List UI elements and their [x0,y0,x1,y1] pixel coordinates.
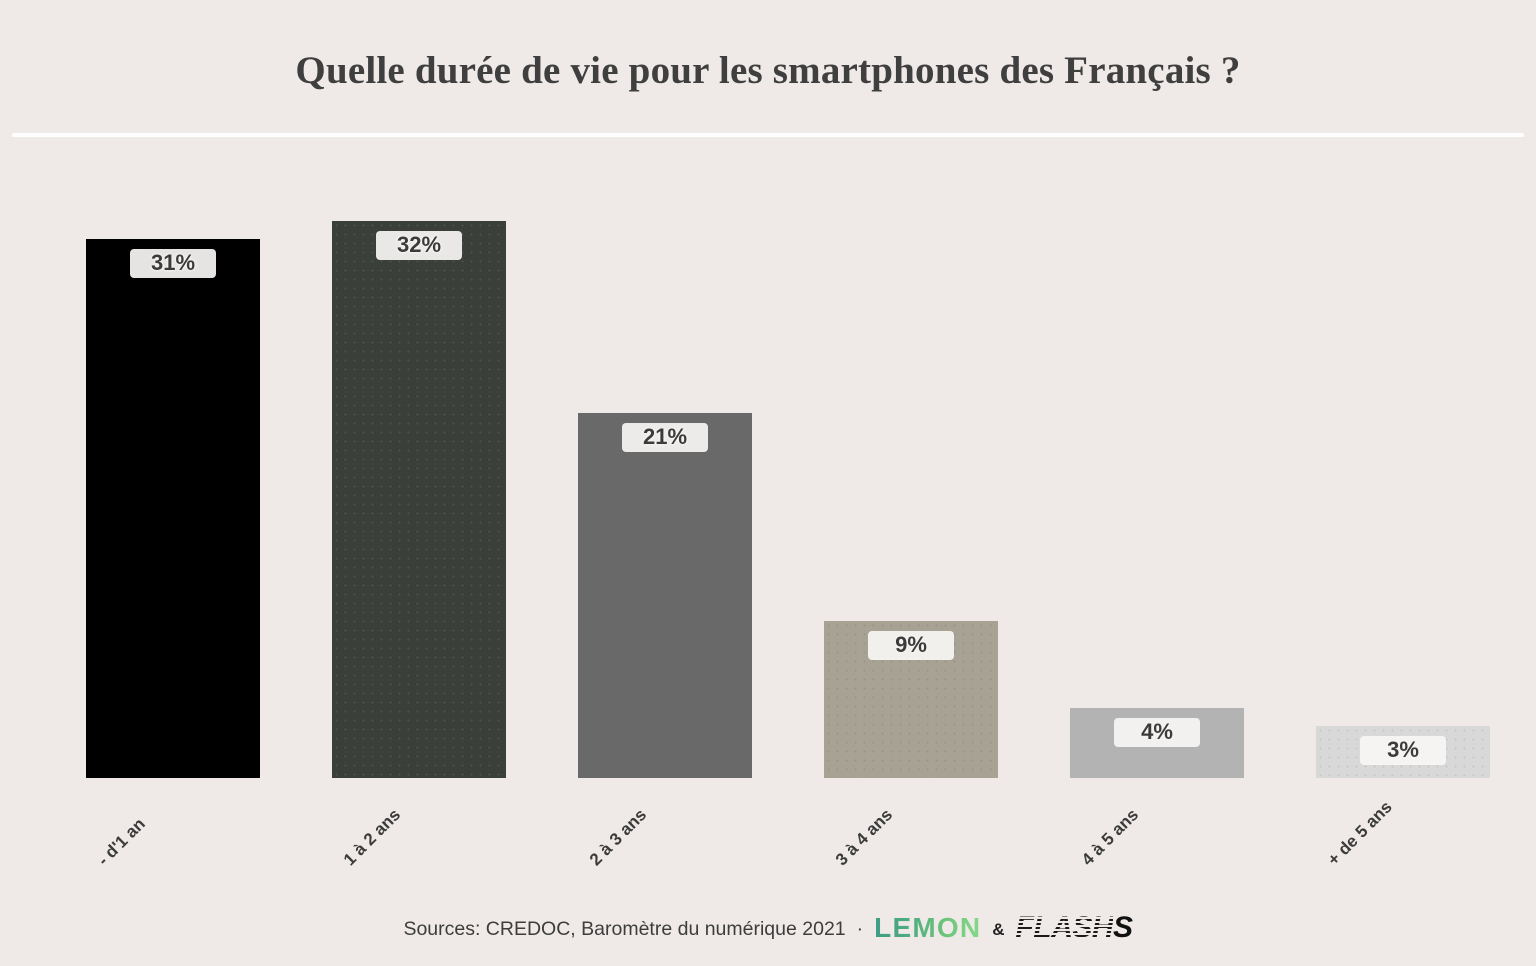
footer: Sources: CREDOC, Baromètre du numérique … [0,911,1536,944]
footer-separator: · [856,917,864,940]
bar-value-label-6: 3% [1360,736,1446,765]
page-title: Quelle durée de vie pour les smartphones… [295,49,1241,92]
flashs-logo-striped-part: FLASH [1015,911,1114,944]
sources-text: Sources: CREDOC, Baromètre du numérique … [403,917,846,940]
bar-value-label-4: 9% [868,631,954,660]
flashs-logo: FLASHS [1015,911,1134,944]
bar-3 [578,413,752,778]
bar-2 [332,221,506,778]
ampersand-label: & [992,920,1005,939]
flashs-logo-solid-part: S [1113,911,1133,944]
category-label-5: 4 à 5 ans [1077,805,1143,870]
bar-1 [86,239,260,778]
bar-value-label-5: 4% [1114,718,1200,747]
bar-value-label-1: 31% [130,249,216,278]
category-label-3: 2 à 3 ans [585,805,651,870]
bar-value-label-2: 32% [376,231,462,260]
header-divider [12,133,1524,137]
category-label-2: 1 à 2 ans [339,805,405,870]
bar-value-label-3: 21% [622,423,708,452]
category-label-4: 3 à 4 ans [831,805,897,870]
lemon-logo: LEMON [874,912,982,943]
category-label-6: + de 5 ans [1323,797,1396,870]
category-label-1: - d'1 an [93,814,149,870]
bar-4 [824,621,998,778]
